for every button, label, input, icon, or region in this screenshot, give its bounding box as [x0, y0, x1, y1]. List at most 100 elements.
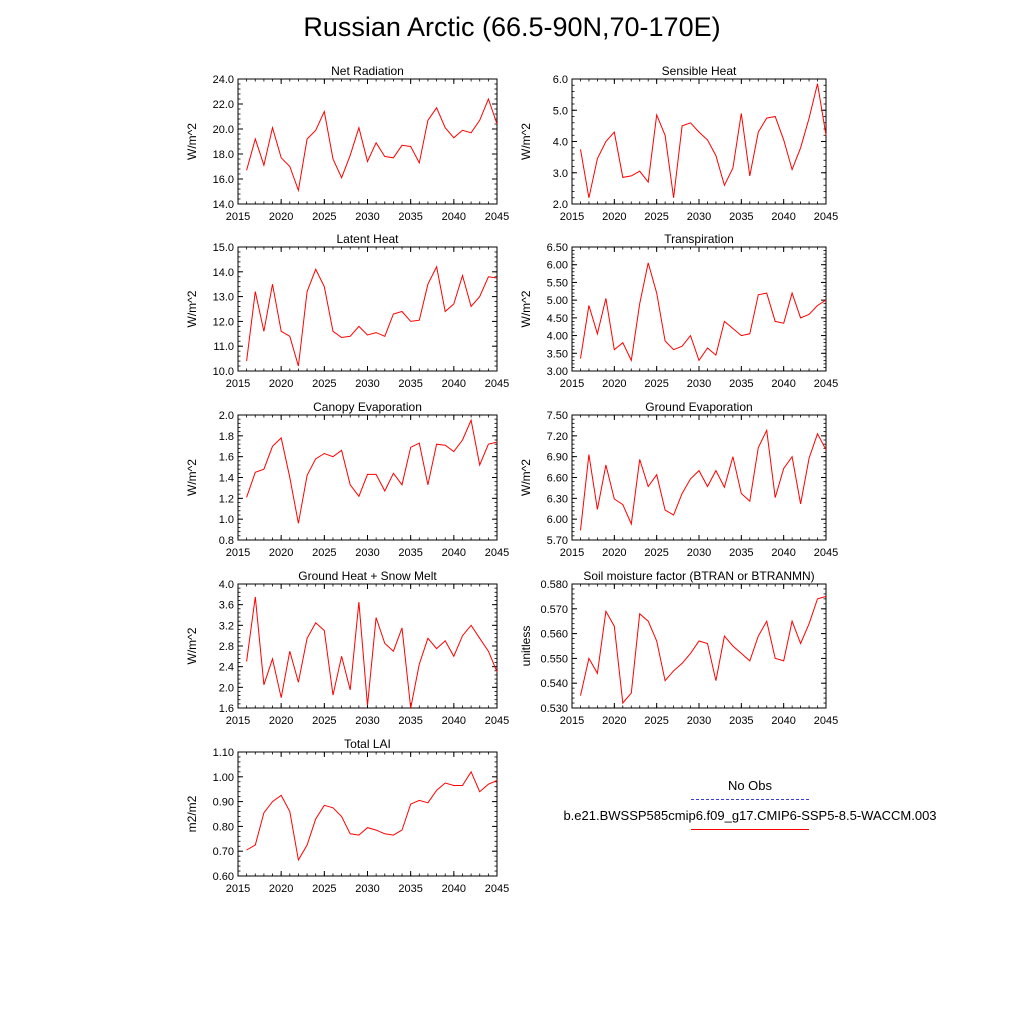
- y-tick-label: 0.570: [540, 604, 568, 616]
- panel-title: Total LAI: [344, 737, 391, 751]
- x-tick-label: 2030: [687, 715, 711, 727]
- x-tick-label: 2030: [687, 547, 711, 559]
- x-tick-label: 2020: [269, 547, 293, 559]
- y-tick-label: 0.8: [219, 535, 234, 547]
- panel-title: Transpiration: [664, 232, 734, 246]
- y-axis-label: W/m^2: [185, 459, 199, 496]
- y-tick-label: 1.2: [219, 493, 234, 505]
- y-tick-label: 3.0: [553, 168, 568, 180]
- y-tick-label: 5.70: [547, 535, 568, 547]
- panel-title: Sensible Heat: [662, 64, 737, 78]
- y-tick-label: 1.4: [219, 473, 234, 485]
- y-axis-label: W/m^2: [519, 123, 533, 160]
- x-tick-label: 2020: [269, 715, 293, 727]
- y-tick-label: 6.00: [547, 514, 568, 526]
- y-tick-label: 0.540: [540, 678, 568, 690]
- panel-title: Ground Evaporation: [645, 400, 752, 414]
- x-tick-label: 2045: [485, 883, 509, 895]
- y-tick-label: 0.560: [540, 629, 568, 641]
- y-tick-label: 4.00: [547, 331, 568, 343]
- y-tick-label: 4.50: [547, 313, 568, 325]
- y-tick-label: 6.00: [547, 260, 568, 272]
- series-line: [246, 97, 498, 193]
- legend-obs-label: No Obs: [727, 778, 773, 793]
- x-tick-label: 2020: [269, 883, 293, 895]
- series-line: [580, 428, 827, 531]
- x-tick-label: 2035: [729, 211, 753, 223]
- x-tick-label: 2015: [226, 211, 250, 223]
- y-tick-label: 0.80: [213, 821, 234, 833]
- y-tick-label: 0.60: [213, 871, 234, 883]
- y-tick-label: 2.0: [553, 199, 568, 211]
- panel-title: Net Radiation: [331, 64, 404, 78]
- y-tick-label: 20.0: [213, 124, 234, 136]
- x-tick-label: 2045: [485, 211, 509, 223]
- y-tick-label: 1.8: [219, 431, 234, 443]
- x-tick-label: 2035: [398, 715, 422, 727]
- x-tick-label: 2040: [442, 547, 466, 559]
- y-tick-label: 3.2: [219, 620, 234, 632]
- legend-obs-line: [691, 799, 809, 800]
- x-tick-label: 2035: [398, 211, 422, 223]
- x-tick-label: 2025: [312, 883, 336, 895]
- y-tick-label: 0.90: [213, 797, 234, 809]
- y-axis-label: W/m^2: [519, 459, 533, 496]
- panel-title: Latent Heat: [336, 232, 399, 246]
- x-tick-label: 2035: [398, 883, 422, 895]
- x-tick-label: 2035: [398, 378, 422, 390]
- x-tick-label: 2025: [644, 715, 668, 727]
- x-tick-label: 2020: [269, 378, 293, 390]
- x-tick-label: 2045: [814, 715, 838, 727]
- x-tick-label: 2045: [814, 378, 838, 390]
- panel-4: Transpiration W/m^2 2015 2020 2025 2030 2035 20…: [519, 232, 838, 390]
- x-tick-label: 2040: [442, 211, 466, 223]
- y-tick-label: 15.0: [213, 242, 234, 254]
- x-tick-label: 2045: [485, 547, 509, 559]
- x-tick-label: 2030: [355, 378, 379, 390]
- y-tick-label: 6.30: [547, 493, 568, 505]
- x-tick-label: 2030: [355, 715, 379, 727]
- y-axis-label: W/m^2: [519, 290, 533, 327]
- x-tick-label: 2030: [355, 211, 379, 223]
- y-tick-label: 10.0: [213, 366, 234, 378]
- y-tick-label: 7.50: [547, 410, 568, 422]
- y-axis-label: m2/m2: [185, 795, 199, 832]
- y-tick-label: 11.0: [213, 341, 234, 353]
- x-tick-label: 2015: [226, 378, 250, 390]
- x-tick-label: 2040: [771, 378, 795, 390]
- x-tick-label: 2045: [485, 378, 509, 390]
- legend-model-label: b.e21.BWSSP585cmip6.f09_g17.CMIP6-SSP5-8…: [563, 808, 937, 823]
- y-tick-label: 3.00: [547, 366, 568, 378]
- y-tick-label: 4.0: [553, 137, 568, 149]
- y-tick-label: 14.0: [213, 199, 234, 211]
- y-tick-label: 6.50: [547, 242, 568, 254]
- panel-1: Net Radiation W/m^2 2015 2020 2025 2030 2035 20…: [185, 64, 509, 223]
- y-tick-label: 0.580: [540, 579, 568, 591]
- x-tick-label: 2015: [226, 547, 250, 559]
- panel-9: Total LAI m2/m2 2015 2020 2025 2030 2035 2040 20…: [185, 737, 509, 895]
- y-tick-label: 13.0: [213, 292, 234, 304]
- x-tick-label: 2030: [355, 883, 379, 895]
- x-tick-label: 2015: [560, 378, 584, 390]
- y-tick-label: 22.0: [213, 99, 234, 111]
- y-tick-label: 12.0: [213, 316, 234, 328]
- y-tick-label: 2.0: [219, 682, 234, 694]
- x-tick-label: 2020: [602, 547, 626, 559]
- y-axis-label: unitless: [519, 626, 533, 667]
- y-tick-label: 6.0: [553, 74, 568, 86]
- y-tick-label: 0.70: [213, 846, 234, 858]
- plot-frame: [237, 414, 498, 541]
- x-tick-label: 2045: [814, 211, 838, 223]
- y-tick-label: 6.60: [547, 473, 568, 485]
- panel-title: Soil moisture factor (BTRAN or BTRANMN): [583, 569, 814, 583]
- x-tick-label: 2030: [355, 547, 379, 559]
- y-axis-label: W/m^2: [185, 123, 199, 160]
- legend-model-line: [691, 829, 809, 830]
- y-tick-label: 1.10: [213, 747, 234, 759]
- y-tick-label: 0.550: [540, 653, 568, 665]
- series-line: [246, 596, 498, 709]
- x-tick-label: 2040: [771, 715, 795, 727]
- y-tick-label: 2.4: [219, 662, 234, 674]
- series-line: [246, 265, 498, 367]
- y-tick-label: 18.0: [213, 149, 234, 161]
